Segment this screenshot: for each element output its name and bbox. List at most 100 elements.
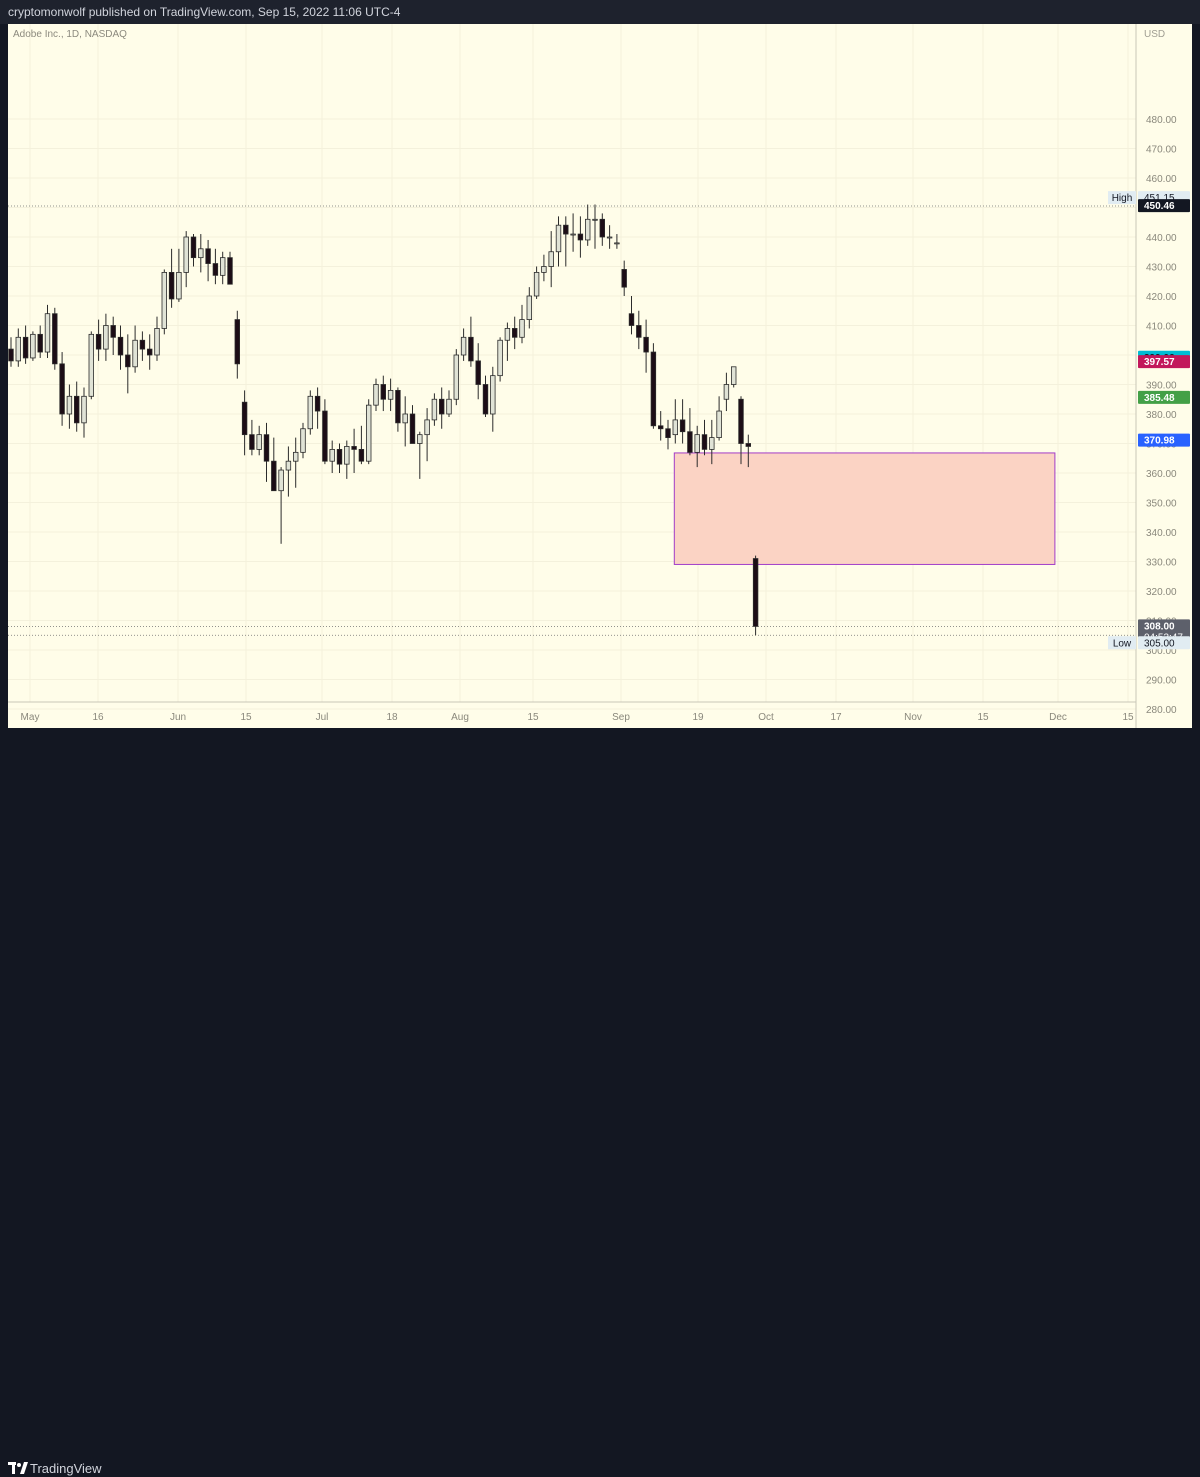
candle-body-bear [745, 443, 751, 447]
candles-layer [8, 204, 759, 636]
y-tick-label: 330.00 [1146, 558, 1177, 569]
brand-name: TradingView [30, 1461, 102, 1476]
candle-body-bull [460, 336, 467, 356]
candle [723, 372, 730, 412]
candle [592, 204, 598, 249]
candle [490, 366, 496, 432]
candle [665, 419, 671, 450]
candle-body-bull [672, 419, 678, 436]
demand-zone-rect[interactable] [673, 452, 1056, 565]
price-label-bg [1138, 433, 1190, 447]
candle-body-bull [723, 384, 730, 400]
price-label-bg [1138, 636, 1190, 650]
candle [679, 399, 686, 444]
price-labels: 451.15High450.46399.06397.57385.48370.98… [1108, 191, 1190, 650]
candle [117, 325, 124, 370]
candle [358, 425, 365, 465]
y-tick-label: 480.00 [1146, 115, 1177, 126]
candle-body-bear [74, 395, 80, 424]
candle [271, 437, 277, 492]
candle [314, 387, 321, 429]
price-label-bg [1138, 390, 1190, 404]
price-label-bg [1138, 199, 1190, 213]
candle [373, 378, 379, 412]
y-tick-label: 320.00 [1146, 587, 1177, 598]
candle-body-bear [511, 328, 518, 338]
candle-body-bull [365, 404, 372, 462]
candle-body-bull [154, 328, 160, 356]
y-tick-label: 380.00 [1146, 410, 1177, 421]
candle [519, 304, 525, 344]
candle-body-bull [198, 248, 204, 259]
candle-body-bear [59, 363, 65, 415]
candle [548, 231, 554, 288]
candle-body-bull [256, 434, 262, 450]
candle [387, 378, 394, 412]
candle [482, 375, 489, 417]
candle [752, 555, 759, 636]
candle-body-bear [687, 431, 693, 453]
candle-body-bull [81, 395, 87, 424]
candle-body-bear [665, 428, 671, 439]
candle-body-bear [110, 325, 116, 338]
candle-body-bull [176, 271, 182, 300]
candle-body-bull [344, 446, 350, 465]
price-tag-text: Low [1113, 638, 1132, 649]
y-tick-label: 290.00 [1146, 676, 1177, 687]
candle-body-bear [563, 224, 569, 235]
candle [8, 337, 14, 367]
candle-body-bear [679, 419, 686, 433]
candlestick-chart[interactable]: 270.00280.00290.00300.00310.00320.00330.… [8, 24, 1192, 746]
candle-body-bear [212, 263, 219, 276]
x-tick-label: 15 [240, 712, 252, 723]
candle-body-bear [146, 348, 153, 356]
candle-body-bear [577, 233, 584, 241]
x-tick-label: May [21, 712, 40, 723]
candle-body-bear [314, 395, 321, 412]
candle [621, 260, 627, 296]
candle-body-bear [475, 360, 481, 385]
candle [212, 248, 219, 285]
price-label: 397.57 [1138, 355, 1190, 369]
candle [636, 310, 642, 350]
candle-body-bear [263, 434, 270, 462]
candle-body-bull [417, 434, 423, 444]
chart-container[interactable]: 270.00280.00290.00300.00310.00320.00330.… [8, 24, 1192, 746]
price-label-text: 451.15 [1144, 193, 1175, 204]
x-tick-label: Dec [1049, 712, 1067, 723]
candle [446, 390, 452, 417]
candle [329, 440, 335, 473]
candle [694, 425, 700, 468]
candle-body-bear [658, 425, 664, 430]
candle [22, 325, 29, 364]
y-tick-label: 280.00 [1146, 705, 1177, 716]
candle [15, 328, 21, 367]
candle-body-bull [519, 319, 525, 338]
price-label-text: 450.46 [1144, 201, 1175, 212]
candle-body-bull [292, 451, 299, 462]
candle [541, 254, 547, 282]
candle-body-bull [66, 395, 73, 415]
candle [132, 325, 138, 373]
grid-lines [8, 24, 1136, 739]
candle [190, 234, 197, 267]
candle [701, 419, 708, 456]
candle-body-bear [738, 398, 744, 444]
candle-body-bull [103, 325, 109, 350]
candle [125, 334, 131, 394]
candle [285, 446, 292, 497]
bottom-bar: TradingView [0, 728, 1200, 1476]
candle [395, 387, 401, 432]
candle-body-bear [139, 339, 146, 350]
candle [219, 251, 226, 285]
candle-body-bear [8, 348, 14, 362]
candle [66, 384, 73, 429]
candle-body-bear [22, 336, 29, 359]
candle-body-bull [88, 333, 94, 397]
candle [183, 231, 189, 288]
candle [606, 225, 613, 249]
candle-body-bear [336, 448, 343, 465]
candle [460, 328, 467, 361]
candle [307, 390, 313, 435]
candle-body-bull [278, 469, 284, 492]
